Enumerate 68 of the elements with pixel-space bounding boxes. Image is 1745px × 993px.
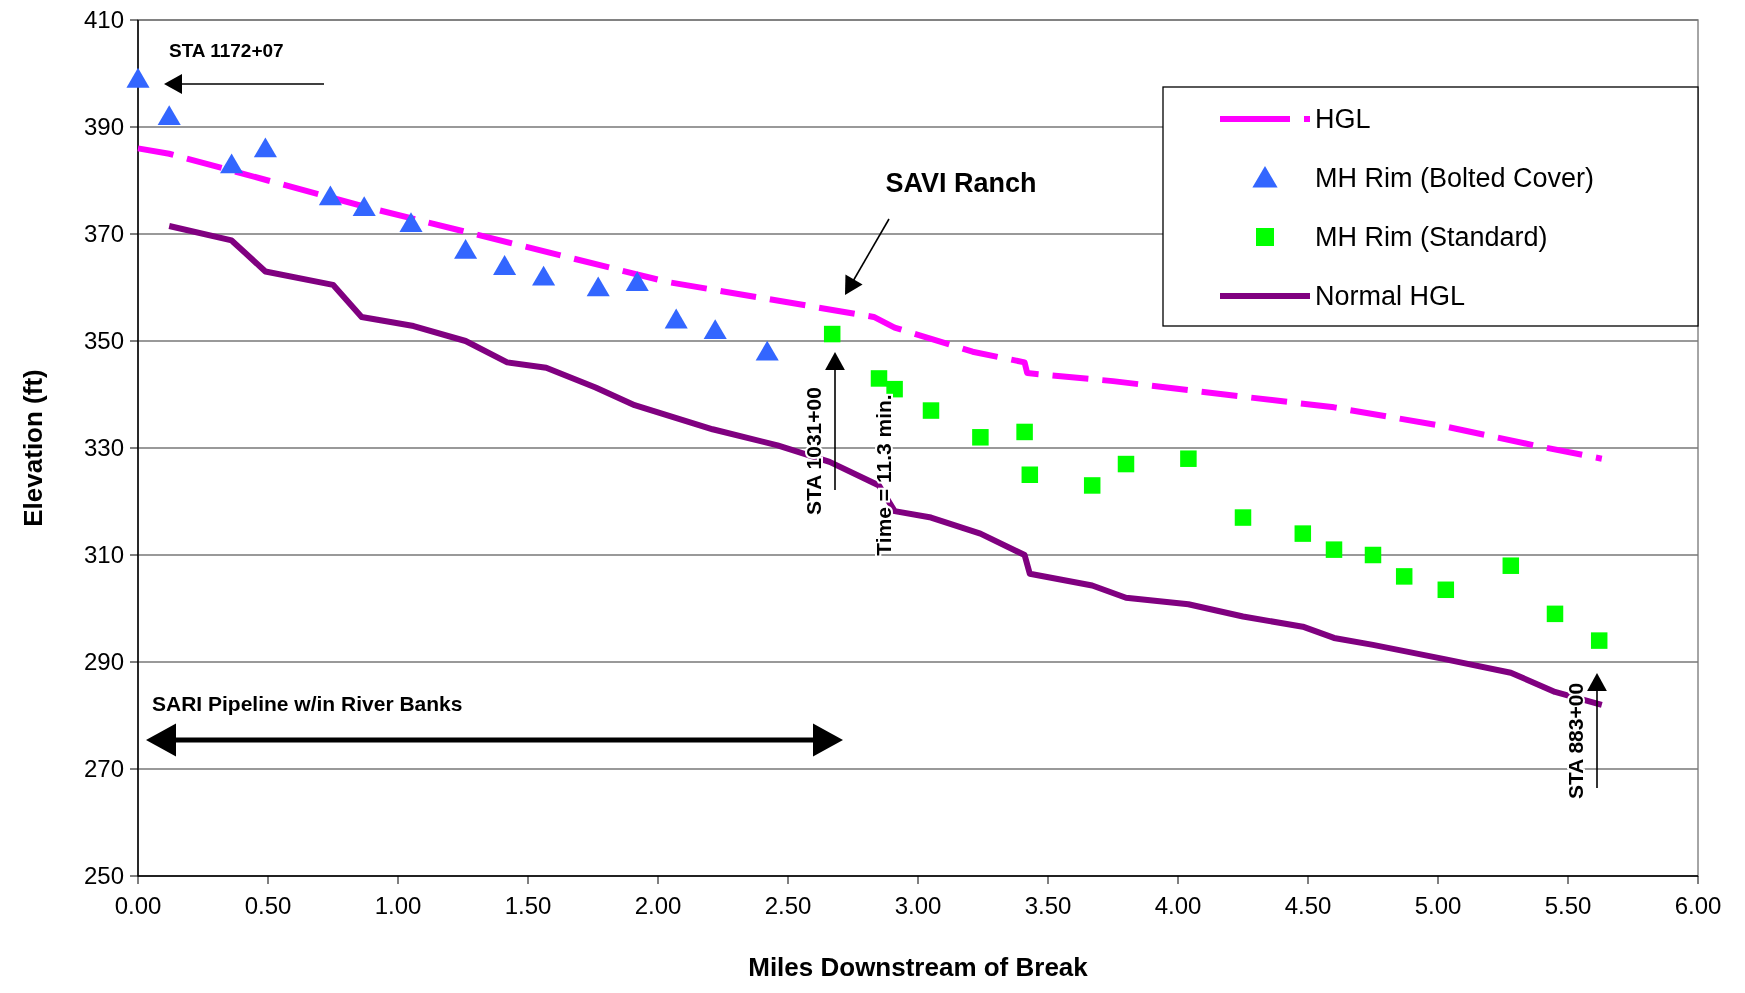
annotation: SAVI Ranch [885, 168, 1037, 199]
point [972, 429, 989, 446]
point [1325, 541, 1343, 558]
point [1180, 450, 1197, 467]
point [1083, 477, 1101, 494]
point [755, 340, 779, 361]
point [586, 276, 610, 297]
point [318, 185, 342, 206]
annotation: STA 1031+00 [802, 387, 826, 515]
x-tick-label: 1.50 [504, 892, 552, 919]
x-tick-label: 0.50 [244, 892, 292, 919]
y-tick-label: 290 [83, 648, 124, 676]
point [532, 265, 556, 286]
legend-label: MH Rim (Standard) [1315, 222, 1548, 253]
legend-label: MH Rim (Bolted Cover) [1315, 163, 1595, 194]
point [703, 319, 727, 340]
point [1364, 546, 1382, 564]
point [664, 308, 688, 329]
annotation: Time = 11.3 min. [872, 394, 896, 556]
point [1502, 557, 1520, 574]
y-tick-label: 250 [83, 862, 124, 890]
point [1234, 509, 1252, 526]
y-tick-label: 270 [83, 755, 124, 783]
x-tick-label: 5.50 [1544, 892, 1592, 919]
point [1016, 423, 1033, 441]
x-tick-label: 3.50 [1024, 892, 1072, 919]
point [1117, 455, 1135, 473]
annotation: SARI Pipeline w/in River Banks [152, 692, 463, 716]
y-tick-label: 350 [83, 327, 124, 355]
point [1294, 525, 1312, 542]
x-tick-label: 2.50 [764, 892, 812, 919]
point [253, 137, 277, 158]
point [625, 271, 649, 291]
point [493, 255, 517, 275]
point [1437, 581, 1455, 599]
legend-label: Normal HGL [1315, 281, 1466, 312]
point [870, 370, 888, 387]
point [220, 153, 244, 174]
y-tick-label: 370 [83, 220, 124, 248]
y-axis-title: Elevation (ft) [18, 369, 48, 527]
point [1021, 466, 1039, 483]
y-tick-label: 390 [83, 113, 124, 141]
x-tick-label: 3.00 [894, 892, 942, 919]
point [1546, 605, 1564, 623]
x-axis-title: Miles Downstream of Break [748, 952, 1089, 982]
point [1395, 568, 1413, 585]
x-tick-label: 4.00 [1154, 892, 1202, 919]
x-tick-label: 5.00 [1414, 892, 1462, 919]
x-tick-label: 0.00 [114, 892, 162, 919]
point [126, 67, 150, 88]
x-tick-label: 2.00 [634, 892, 682, 919]
point [399, 212, 423, 233]
point [352, 196, 376, 217]
x-tick-label: 4.50 [1284, 892, 1332, 919]
annotation: STA 1172+07 [169, 39, 284, 61]
point [823, 325, 841, 343]
point [1590, 632, 1608, 649]
annotation: STA 883+00 [1564, 682, 1588, 800]
y-tick-label: 330 [83, 434, 124, 462]
x-tick-label: 6.00 [1674, 892, 1722, 919]
point [886, 380, 903, 398]
y-tick-label: 310 [83, 541, 124, 569]
legend-label: HGL [1315, 104, 1371, 135]
point [157, 105, 181, 126]
point [922, 402, 940, 419]
x-tick-label: 1.00 [374, 892, 422, 919]
point [454, 239, 478, 259]
y-tick-label: 410 [83, 6, 124, 34]
